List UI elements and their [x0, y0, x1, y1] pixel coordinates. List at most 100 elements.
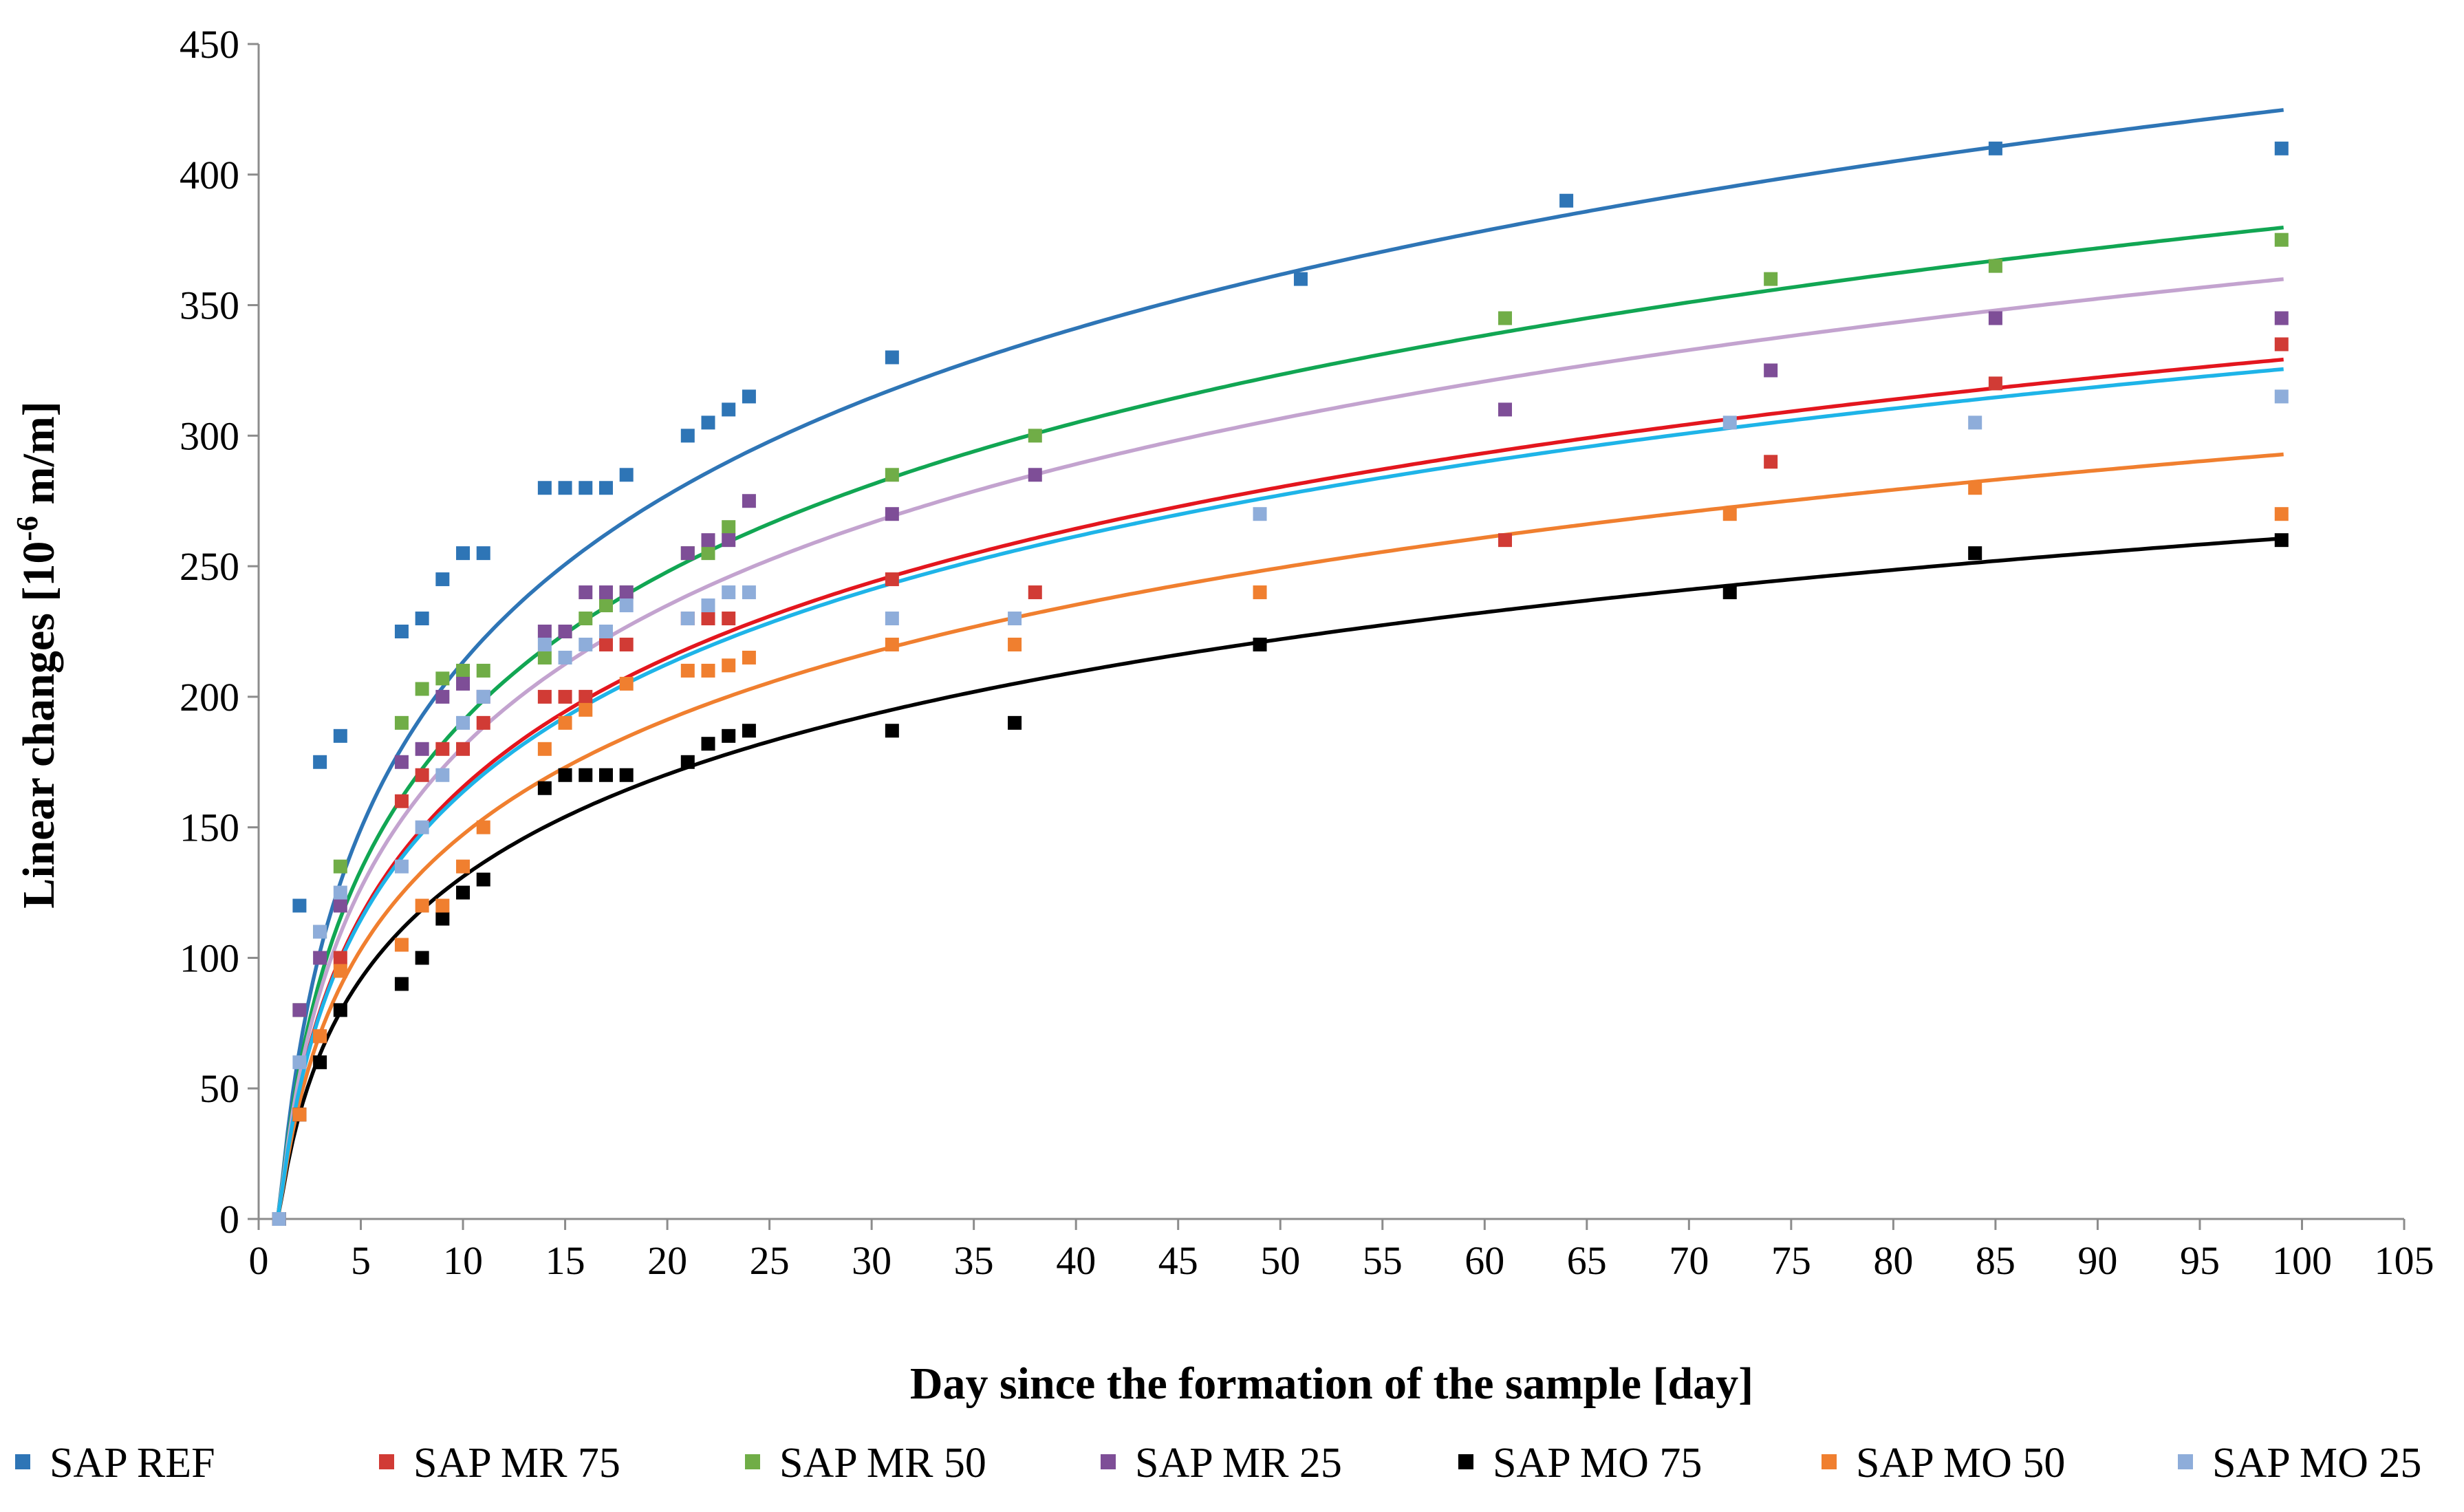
point-sap-mr-25	[2274, 311, 2289, 325]
point-sap-mo-75	[435, 911, 450, 926]
point-sap-mr-75	[394, 794, 409, 808]
point-sap-mr-50	[456, 663, 471, 678]
point-sap-mr-25	[394, 755, 409, 769]
y-tick-label: 400	[180, 153, 239, 197]
y-tick-label: 150	[180, 806, 239, 850]
point-sap-mo-50	[537, 742, 552, 756]
point-sap-mr-50	[394, 715, 409, 730]
point-sap-mo-50	[435, 898, 450, 913]
point-sap-mo-50	[1968, 481, 1982, 495]
x-tick-label: 10	[443, 1238, 483, 1283]
point-sap-mr-25	[701, 533, 715, 548]
point-sap-mr-25	[333, 898, 347, 913]
point-sap-mr-50	[885, 468, 899, 482]
point-sap-mr-75	[619, 637, 634, 651]
y-tick-label: 100	[180, 936, 239, 980]
point-sap-mr-25	[537, 625, 552, 638]
y-axis-title-tail: m/m]	[14, 401, 64, 516]
point-sap-mr-50	[537, 650, 552, 665]
y-axis-title-main: Linear changes [10	[14, 541, 64, 909]
point-sap-mr-50	[1028, 429, 1042, 443]
x-tick-label: 40	[1056, 1238, 1096, 1283]
point-sap-mo-50	[558, 715, 572, 730]
legend-label: SAP MR 75	[413, 1440, 620, 1487]
point-sap-ref	[680, 429, 695, 443]
point-sap-mo-75	[1008, 715, 1022, 730]
point-sap-mo-25	[456, 715, 471, 730]
point-sap-mo-50	[680, 663, 695, 678]
point-sap-mo-50	[2274, 507, 2289, 521]
x-tick-label: 15	[545, 1238, 585, 1283]
point-sap-ref	[456, 546, 471, 561]
point-sap-mr-75	[1988, 376, 2002, 391]
x-tick-label: 0	[249, 1238, 269, 1283]
point-sap-mo-50	[1253, 585, 1267, 600]
legend-marker	[1101, 1454, 1116, 1469]
point-sap-mo-75	[742, 724, 756, 738]
point-sap-mr-25	[579, 585, 593, 600]
point-sap-mo-75	[680, 755, 695, 769]
point-sap-mo-50	[579, 702, 593, 717]
point-sap-mo-75	[476, 872, 490, 887]
point-sap-mo-50	[1722, 507, 1737, 521]
point-sap-mr-75	[537, 689, 552, 704]
x-tick-label: 65	[1567, 1238, 1607, 1283]
point-sap-mo-50	[722, 658, 736, 673]
point-sap-mo-25	[272, 1212, 286, 1226]
point-sap-mo-25	[1968, 415, 1982, 430]
legend-label: SAP MO 25	[2212, 1440, 2421, 1487]
y-tick-label: 300	[180, 413, 239, 458]
legend-marker	[2178, 1454, 2193, 1469]
point-sap-ref	[476, 546, 490, 561]
point-sap-mo-25	[1008, 612, 1022, 626]
trendline-sap-mo-50	[275, 452, 2284, 1220]
point-sap-mo-75	[1722, 585, 1737, 600]
point-sap-mo-25	[313, 925, 327, 939]
point-sap-ref	[598, 481, 613, 495]
point-sap-mr-25	[742, 494, 756, 508]
y-tick-label: 250	[180, 544, 239, 589]
point-sap-mr-25	[1764, 363, 1778, 378]
y-tick-label: 450	[180, 22, 239, 67]
point-sap-ref	[579, 481, 593, 495]
point-sap-mo-75	[1968, 546, 1982, 561]
point-sap-mo-25	[476, 689, 490, 704]
y-tick-label: 200	[180, 675, 239, 720]
trendline-sap-ref	[275, 108, 2284, 1220]
point-sap-mo-25	[598, 625, 613, 638]
point-sap-mo-75	[722, 728, 736, 743]
x-tick-label: 70	[1669, 1238, 1709, 1283]
x-tick-label: 55	[1363, 1238, 1403, 1283]
legend-marker	[745, 1454, 760, 1469]
point-sap-mr-75	[1764, 455, 1778, 469]
legend-label: SAP REF	[50, 1440, 215, 1487]
x-tick-label: 90	[2077, 1238, 2117, 1283]
point-sap-mr-75	[333, 951, 347, 965]
point-sap-mo-50	[1008, 637, 1022, 651]
point-sap-mo-50	[456, 859, 471, 874]
point-sap-mr-75	[579, 689, 593, 704]
point-sap-mo-50	[742, 650, 756, 665]
point-sap-mo-75	[701, 737, 715, 751]
point-sap-mr-75	[456, 742, 471, 756]
y-tick-label: 50	[199, 1066, 239, 1111]
trendline-sap-mr-25	[275, 277, 2284, 1220]
point-sap-ref	[558, 481, 572, 495]
point-sap-ref	[415, 612, 429, 626]
point-sap-mo-25	[292, 1055, 307, 1070]
point-sap-mr-25	[558, 625, 572, 638]
x-tick-label: 20	[647, 1238, 687, 1283]
point-sap-mo-75	[537, 781, 552, 795]
point-sap-mr-25	[885, 507, 899, 521]
point-sap-mr-25	[1988, 311, 2002, 325]
point-sap-mo-25	[619, 598, 634, 613]
point-sap-mr-75	[415, 768, 429, 782]
legend-marker	[1822, 1454, 1837, 1469]
point-sap-ref	[537, 481, 552, 495]
point-sap-ref	[619, 468, 634, 482]
point-sap-mo-25	[558, 650, 572, 665]
point-sap-mo-25	[435, 768, 450, 782]
point-sap-mo-25	[394, 859, 409, 874]
